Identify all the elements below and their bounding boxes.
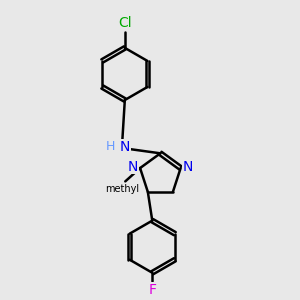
Text: methyl: methyl (105, 184, 140, 194)
Text: N: N (183, 160, 193, 174)
Text: N: N (128, 160, 138, 174)
Text: F: F (148, 283, 156, 297)
Text: N: N (120, 140, 130, 154)
Text: Cl: Cl (118, 16, 132, 30)
Text: H: H (105, 140, 115, 153)
